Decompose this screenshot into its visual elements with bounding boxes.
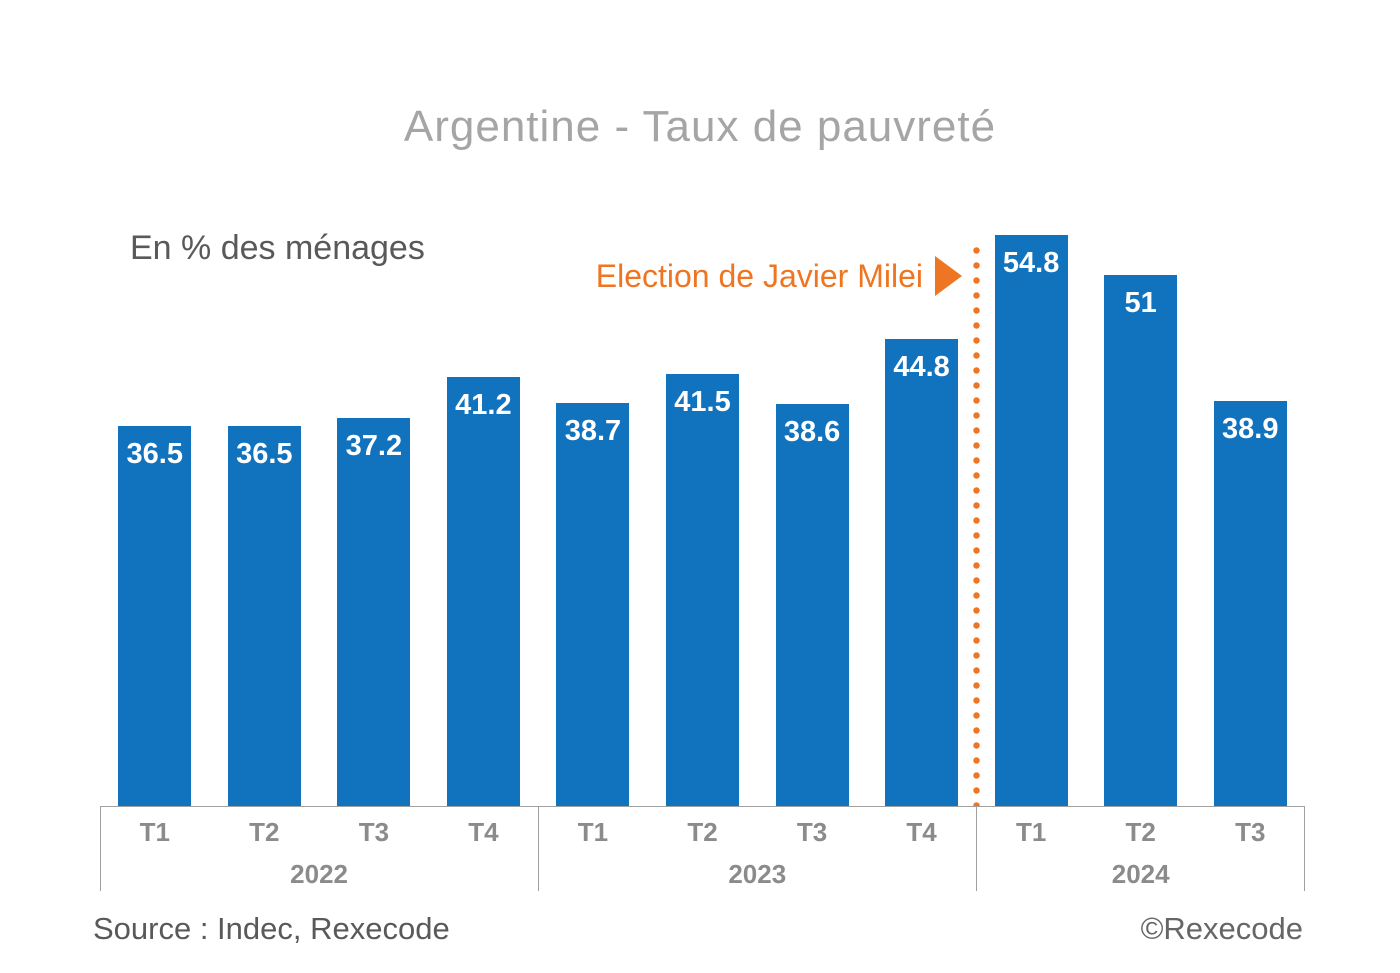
year-label: 2023 <box>728 858 787 889</box>
axis-separator-line <box>538 807 539 891</box>
quarter-label: T2 <box>249 816 280 847</box>
quarter-label: T4 <box>906 816 937 847</box>
bar-value-label: 38.7 <box>564 415 622 447</box>
bar-value-label: 37.2 <box>345 430 403 462</box>
axis-separator-line <box>100 807 101 891</box>
bar-value-label: 54.8 <box>1002 247 1060 279</box>
quarter-label: T1 <box>1015 816 1047 847</box>
quarter-labels-row: T1 T2 T3 T4 T1 T2 T3 T4 T1 T2 T3 <box>100 807 1305 857</box>
bar: 51 <box>1104 275 1178 806</box>
bar-slot: 36.5 <box>210 0 320 806</box>
year-label: 2024 <box>1111 858 1170 889</box>
bar: 36.5 <box>227 426 301 806</box>
quarter-label: T3 <box>796 816 828 847</box>
year-label: 2022 <box>290 858 348 889</box>
bar-slot: 38.7 <box>538 0 648 806</box>
bar-value-label: 41.2 <box>455 389 512 421</box>
chart-title: Argentine - Taux de pauvreté <box>403 102 997 151</box>
x-axis: T1 T2 T3 T4 T1 T2 T3 T4 T1 T2 T3 2022 2023 2024 <box>100 806 1305 891</box>
year-labels-row: 2022 2023 2024 <box>100 857 1305 891</box>
source-label: Source : Indec, Rexecode <box>93 911 450 946</box>
election-annotation: Election de Javier Milei <box>596 256 962 296</box>
quarter-label: T2 <box>687 816 718 847</box>
bar-slot: 36.5 <box>100 0 210 806</box>
bar: 41.5 <box>666 374 739 806</box>
bar-value-label: 36.5 <box>236 438 293 470</box>
bar: 36.5 <box>118 426 192 806</box>
bar-slot: 41.5 <box>648 0 758 806</box>
bar: 38.6 <box>775 404 849 806</box>
election-dotted-line <box>973 243 980 806</box>
bar-value-label: 38.9 <box>1222 413 1279 445</box>
bar-slot: 44.8 <box>867 0 977 806</box>
bar-slot: 37.2 <box>319 0 429 806</box>
bar-value-label: 41.5 <box>674 386 731 418</box>
chart-unit-label: En % des ménages <box>130 229 425 267</box>
bar-value-label: 51 <box>1124 287 1157 319</box>
quarter-label: T1 <box>577 816 609 847</box>
bar: 41.2 <box>446 377 520 806</box>
quarter-label: T2 <box>1125 816 1156 847</box>
quarter-label: T3 <box>1235 816 1266 847</box>
bar-slot: 38.6 <box>757 0 867 806</box>
bar-value-label: 36.5 <box>126 438 183 470</box>
quarter-label: T3 <box>358 816 390 847</box>
bar-slot: 38.9 <box>1195 0 1305 806</box>
bar: 38.9 <box>1213 401 1287 806</box>
quarter-label: T1 <box>139 816 170 847</box>
bar: 54.8 <box>994 235 1068 806</box>
axis-separator-line <box>1304 807 1305 891</box>
play-triangle-icon <box>935 256 962 296</box>
bar-slot: 51 <box>1086 0 1196 806</box>
axis-separator-line <box>976 807 977 891</box>
bar: 38.7 <box>556 403 630 806</box>
election-annotation-label: Election de Javier Milei <box>595 257 923 294</box>
bar: 44.8 <box>885 339 959 806</box>
quarter-label: T4 <box>468 816 499 847</box>
bars-area: 36.5 36.5 37.2 41.2 38.7 41.5 38.6 44.8 54.8 51 38… <box>100 0 1305 806</box>
bar-value-label: 38.6 <box>783 416 841 448</box>
copyright-label: ©Rexecode <box>1140 911 1303 946</box>
bar-slot: 54.8 <box>976 0 1086 806</box>
bar-value-label: 44.8 <box>893 351 950 383</box>
bar-slot: 41.2 <box>429 0 539 806</box>
bar: 37.2 <box>337 418 411 806</box>
